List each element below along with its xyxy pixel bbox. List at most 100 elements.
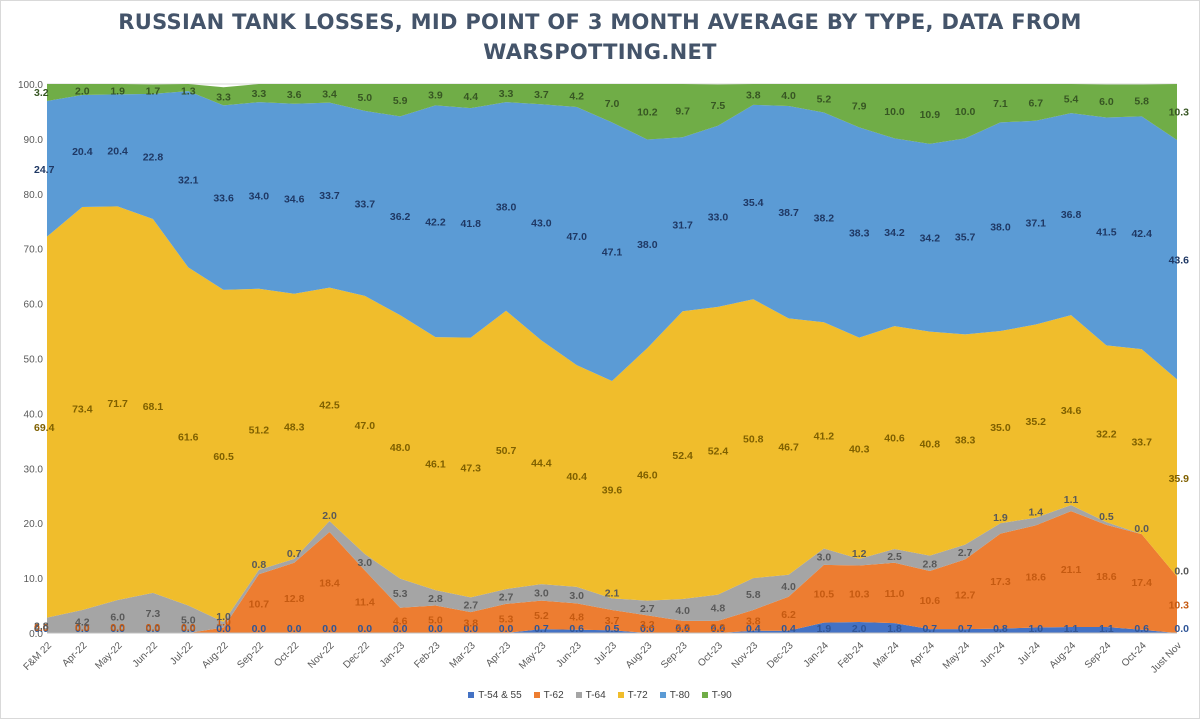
data-label: 7.5: [711, 100, 726, 112]
data-label: 3.7: [534, 89, 549, 101]
data-label: 36.2: [390, 211, 411, 223]
data-label: 46.1: [425, 459, 446, 471]
data-label: 10.7: [249, 599, 270, 611]
data-label: 2.8: [923, 558, 938, 570]
data-label: 3.4: [322, 88, 337, 100]
data-label: 40.8: [920, 439, 941, 451]
data-label: 0.0: [181, 623, 196, 635]
data-label: 6.7: [1028, 97, 1043, 109]
data-label: 35.0: [990, 422, 1011, 434]
data-label: 32.2: [1096, 429, 1117, 441]
data-label: 35.9: [1169, 473, 1190, 485]
data-label: 0.0: [463, 623, 478, 635]
y-tick-labels: 0.0 10.0 20.0 30.0 40.0 50.0 60.0 70.0 80.0 90.0 1…: [18, 80, 43, 640]
x-tick-label: Oct-24: [1120, 640, 1149, 669]
data-label: 20.4: [72, 146, 93, 158]
legend-item-t-72: T-72: [617, 690, 648, 701]
data-label: 3.2: [34, 87, 49, 99]
legend-item-t-80: T-80: [659, 690, 690, 701]
data-label: 17.3: [990, 576, 1011, 588]
data-label: 7.9: [852, 101, 867, 113]
data-label: 1.0: [216, 611, 231, 623]
legend-swatch: [468, 692, 475, 699]
data-label: 3.3: [216, 91, 231, 103]
data-label: 33.0: [708, 211, 729, 223]
area-series-group: [47, 84, 1177, 633]
data-label: 10.3: [849, 589, 870, 601]
data-label: 0.0: [75, 623, 90, 635]
data-label: 5.4: [1064, 93, 1079, 105]
data-label: 0.0: [252, 623, 267, 635]
data-label: 38.3: [849, 228, 870, 240]
data-label: 5.0: [428, 614, 443, 626]
data-label: 0.4: [781, 623, 796, 635]
data-label: 0.6: [1134, 623, 1149, 635]
data-label: 0.0: [640, 623, 655, 635]
y-tick-label: 80.0: [24, 190, 44, 201]
legend-item-t-54-55: T-54 & 55: [468, 690, 522, 701]
data-label: 1.1: [1099, 623, 1114, 635]
data-label: 0.0: [1134, 523, 1149, 535]
data-label: 43.0: [531, 217, 552, 229]
x-tick-label: Sep-23: [659, 640, 690, 671]
data-label: 10.3: [1169, 107, 1190, 119]
data-label: 38.0: [990, 222, 1011, 234]
data-label: 3.9: [428, 90, 443, 102]
data-label: 11.0: [885, 588, 905, 600]
data-label: 0.0: [34, 622, 49, 634]
x-tick-label: Jan-23: [378, 640, 408, 670]
data-label: 0.0: [428, 623, 443, 635]
x-tick-label: Mar-24: [871, 640, 901, 670]
data-label: 0.7: [923, 623, 938, 635]
data-label: 3.0: [569, 590, 584, 602]
data-label: 48.0: [390, 442, 411, 454]
data-label: 4.8: [569, 612, 584, 624]
x-tick-label: Mar-23: [448, 640, 478, 670]
data-label: 0.0: [322, 623, 337, 635]
y-tick-label: 0.0: [29, 629, 43, 640]
y-tick-label: 40.0: [24, 409, 44, 420]
data-label: 47.1: [602, 247, 623, 259]
y-tick-label: 70.0: [24, 245, 44, 256]
data-label: 71.7: [107, 398, 128, 410]
x-tick-label: Apr-24: [908, 640, 937, 669]
legend-label: T-90: [711, 690, 732, 701]
data-label: 0.0: [146, 622, 161, 634]
data-label: 1.9: [993, 512, 1008, 524]
data-label: 32.1: [178, 174, 199, 186]
data-label: 0.0: [499, 623, 514, 635]
x-tick-label: Oct-22: [272, 640, 301, 669]
data-label: 1.8: [887, 623, 902, 635]
data-label: 33.7: [355, 198, 376, 210]
data-label: 12.8: [284, 593, 305, 605]
data-label: 1.3: [181, 86, 196, 98]
chart-title-line-1: RUSSIAN TANK LOSSES, MID POINT OF 3 MONT…: [118, 10, 1082, 34]
data-label: 68.1: [143, 401, 164, 413]
chart-title-line-2: WARSPOTTING.NET: [483, 40, 717, 64]
area-t-80: [47, 91, 1177, 382]
data-label: 35.4: [743, 197, 764, 209]
x-tick-label: Aug-22: [200, 640, 231, 671]
data-label: 73.4: [72, 403, 93, 415]
data-label: 22.8: [143, 151, 164, 163]
data-label: 1.1: [1064, 494, 1079, 506]
data-label: 0.7: [958, 623, 973, 635]
data-label: 4.0: [781, 581, 796, 593]
data-label: 0.0: [675, 623, 690, 635]
data-label: 0.7: [287, 548, 302, 560]
data-label: 4.4: [463, 91, 478, 103]
y-tick-label: 20.0: [24, 519, 44, 530]
data-label: 0.5: [1099, 511, 1114, 523]
x-tick-label: Jun-22: [131, 640, 161, 670]
data-label: 3.2: [640, 619, 655, 631]
data-label: 47.0: [566, 231, 587, 243]
data-label: 4.2: [75, 616, 90, 628]
legend-swatch: [701, 692, 708, 699]
x-tick-label: Apr-23: [484, 640, 513, 669]
x-tick-label: May-23: [517, 640, 549, 672]
data-label: 50.7: [496, 445, 517, 457]
x-tick-label: Aug-24: [1048, 640, 1079, 671]
data-label: 38.7: [778, 207, 799, 219]
data-labels: 0.0 0.0 0.0 0.0 0.0 0.0 0.0 0.0 0.0 0.0 0.0 0.0 0.0 0…: [34, 86, 1189, 635]
